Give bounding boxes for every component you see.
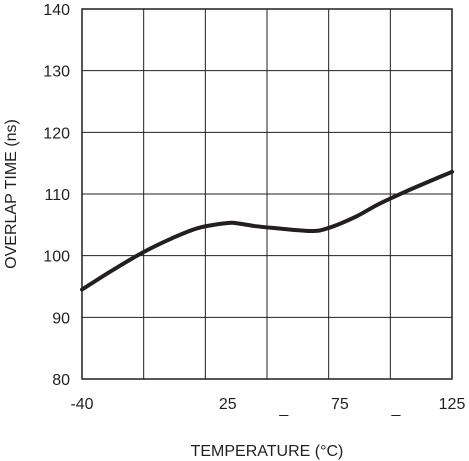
horizontal-gridlines [82, 70, 452, 318]
y-tick-label: 120 [43, 125, 70, 142]
x-axis-extra-mark: _ [390, 400, 401, 417]
plot-frame [81, 8, 453, 380]
y-axis-title: OVERLAP TIME (ns) [3, 119, 20, 269]
y-tick-label: 80 [52, 372, 70, 389]
x-tick-label: 125 [439, 396, 466, 413]
x-tick-label: 25 [219, 396, 237, 413]
y-tick-label: 130 [43, 64, 70, 81]
x-axis-extra-marks: _ _ [278, 400, 401, 417]
x-axis-extra-mark: _ [278, 400, 289, 417]
y-tick-label: 110 [44, 187, 70, 204]
y-tick-label: 100 [43, 249, 70, 266]
y-tick-label: 90 [52, 310, 70, 327]
x-axis-title: TEMPERATURE (°C) [191, 443, 344, 460]
y-tick-label: 140 [43, 2, 70, 19]
x-tick-label: 75 [331, 396, 349, 413]
x-axis-tick-labels: -40 25 75 125 [70, 396, 465, 413]
x-tick-label: -40 [70, 396, 93, 413]
y-axis-tick-labels: 80 90 100 110 120 130 140 [43, 2, 70, 389]
overlap-time-series-line [80, 169, 454, 292]
